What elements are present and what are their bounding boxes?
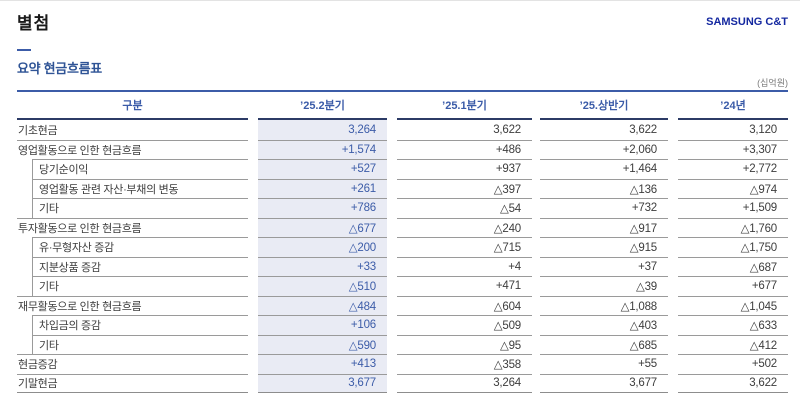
row-value: △1,045 bbox=[678, 295, 788, 316]
row-value: +261 bbox=[258, 178, 387, 198]
column-header: ’25.2분기 bbox=[258, 92, 387, 120]
row-value: +2,060 bbox=[540, 139, 668, 160]
row-value: △403 bbox=[540, 315, 668, 335]
cashflow-table: 구분 ’25.2분기 ’25.1분기 ’25.상반기 ’24년 기초현금 3,264 3,6… bbox=[17, 90, 788, 393]
row-value: △484 bbox=[258, 295, 387, 315]
column-header: 구분 bbox=[17, 92, 248, 120]
table-header-row: 구분 ’25.2분기 ’25.1분기 ’25.상반기 ’24년 bbox=[17, 92, 788, 120]
row-value: △54 bbox=[397, 198, 532, 218]
column-header: ’25.상반기 bbox=[540, 92, 668, 120]
row-value: 3,120 bbox=[749, 123, 777, 136]
row-value: △677 bbox=[258, 217, 387, 237]
row-value: △95 bbox=[397, 334, 532, 355]
row-value: △240 bbox=[397, 217, 532, 238]
row-value: +486 bbox=[397, 139, 532, 160]
row-value: +37 bbox=[540, 256, 668, 277]
row-label: 기타 bbox=[32, 198, 248, 218]
page-top-divider bbox=[0, 0, 800, 1]
row-value: △200 bbox=[258, 237, 387, 257]
row-value: △915 bbox=[540, 237, 668, 257]
row-value: 3,264 bbox=[397, 373, 532, 393]
row-label: 차입금의 증감 bbox=[32, 315, 248, 335]
page-title: 별첨 bbox=[17, 14, 51, 33]
row-label: 현금증감 bbox=[17, 354, 248, 374]
row-value: +1,509 bbox=[678, 198, 788, 218]
row-label: 기타 bbox=[32, 334, 248, 354]
row-label: 영업활동으로 인한 현금흐름 bbox=[17, 139, 248, 160]
row-value: △1,760 bbox=[678, 217, 788, 238]
row-label: 당기순이익 bbox=[32, 159, 248, 179]
table-row: 차입금의 증감 +106 △509 △403 △633 bbox=[17, 315, 788, 335]
table-row: 현금증감 +413 △358 +55 +502 bbox=[17, 354, 788, 374]
row-value: △509 bbox=[397, 315, 532, 335]
table-row: 기타 △590 △95 △685 △412 bbox=[17, 334, 788, 355]
row-value: 3,264 bbox=[258, 120, 387, 140]
row-value: +732 bbox=[540, 198, 668, 218]
table-row: 지분상품 증감 +33 +4 +37 △687 bbox=[17, 256, 788, 277]
row-value: △510 bbox=[258, 276, 387, 296]
row-value: 3,677 bbox=[258, 373, 387, 393]
row-label: 영업활동 관련 자산·부채의 변동 bbox=[32, 178, 248, 198]
row-value: +677 bbox=[678, 276, 788, 296]
section-title: 요약 현금흐름표 bbox=[17, 61, 102, 76]
row-label: 기초현금 bbox=[18, 124, 58, 137]
row-value: △590 bbox=[258, 334, 387, 354]
row-label: 지분상품 증감 bbox=[32, 256, 248, 276]
table-row: 기말현금 3,677 3,264 3,677 3,622 bbox=[17, 373, 788, 393]
column-header: ’25.1분기 bbox=[397, 92, 532, 120]
row-value: +937 bbox=[397, 159, 532, 179]
row-value: +33 bbox=[258, 256, 387, 276]
unit-note: (십억원) bbox=[757, 78, 788, 88]
row-value: +3,307 bbox=[678, 139, 788, 160]
row-value: △687 bbox=[678, 256, 788, 277]
table-row: 투자활동으로 인한 현금흐름 △677 △240 △917 △1,760 bbox=[17, 217, 788, 238]
row-value: △917 bbox=[540, 217, 668, 238]
section-header: 요약 현금흐름표 bbox=[17, 49, 102, 77]
row-value: +4 bbox=[397, 256, 532, 277]
row-label: 재무활동으로 인한 현금흐름 bbox=[17, 295, 248, 316]
row-value: △412 bbox=[678, 334, 788, 355]
row-value: +1,464 bbox=[540, 159, 668, 179]
table-row: 기초현금 3,264 3,622 3,622 3,120 bbox=[17, 120, 788, 140]
row-value: 3,622 bbox=[493, 123, 521, 136]
row-value: +502 bbox=[678, 354, 788, 374]
row-value: △974 bbox=[678, 178, 788, 199]
table-row: 기타 △510 +471 △39 +677 bbox=[17, 276, 788, 296]
section-accent-dash bbox=[17, 49, 31, 51]
row-value: △136 bbox=[540, 178, 668, 199]
row-value: △1,750 bbox=[678, 237, 788, 257]
row-label: 기타 bbox=[32, 276, 248, 296]
row-value: △685 bbox=[540, 334, 668, 355]
column-header: ’24년 bbox=[678, 92, 788, 120]
row-value: 3,677 bbox=[540, 373, 668, 393]
row-value: +471 bbox=[397, 276, 532, 296]
row-value: △1,088 bbox=[540, 295, 668, 316]
row-value: △358 bbox=[397, 354, 532, 374]
brand-logo: SAMSUNG C&T bbox=[706, 16, 788, 28]
table-row: 재무활동으로 인한 현금흐름 △484 △604 △1,088 △1,045 bbox=[17, 295, 788, 316]
row-value: △39 bbox=[540, 276, 668, 296]
row-value: △715 bbox=[397, 237, 532, 257]
row-label: 기말현금 bbox=[17, 373, 248, 393]
table-body: 기초현금 3,264 3,622 3,622 3,120 영업활동으로 인한 현금흐름 +1… bbox=[17, 120, 788, 393]
row-value: +786 bbox=[258, 198, 387, 218]
row-value: △604 bbox=[397, 295, 532, 316]
table-row: 기타 +786 △54 +732 +1,509 bbox=[17, 198, 788, 218]
row-label: 투자활동으로 인한 현금흐름 bbox=[17, 217, 248, 238]
row-value: +106 bbox=[258, 315, 387, 335]
table-row: 유·무형자산 증감 △200 △715 △915 △1,750 bbox=[17, 237, 788, 257]
table-row: 당기순이익 +527 +937 +1,464 +2,772 bbox=[17, 159, 788, 179]
row-label: 유·무형자산 증감 bbox=[32, 237, 248, 257]
row-value: 3,622 bbox=[629, 123, 657, 136]
row-value: △633 bbox=[678, 315, 788, 335]
table-row: 영업활동으로 인한 현금흐름 +1,574 +486 +2,060 +3,307 bbox=[17, 139, 788, 160]
row-value: +55 bbox=[540, 354, 668, 374]
row-value: 3,622 bbox=[678, 373, 788, 393]
row-value: △397 bbox=[397, 178, 532, 199]
row-value: +413 bbox=[258, 354, 387, 374]
table-row: 영업활동 관련 자산·부채의 변동 +261 △397 △136 △974 bbox=[17, 178, 788, 199]
row-value: +2,772 bbox=[678, 159, 788, 179]
row-value: +527 bbox=[258, 159, 387, 179]
row-value: +1,574 bbox=[258, 139, 387, 159]
